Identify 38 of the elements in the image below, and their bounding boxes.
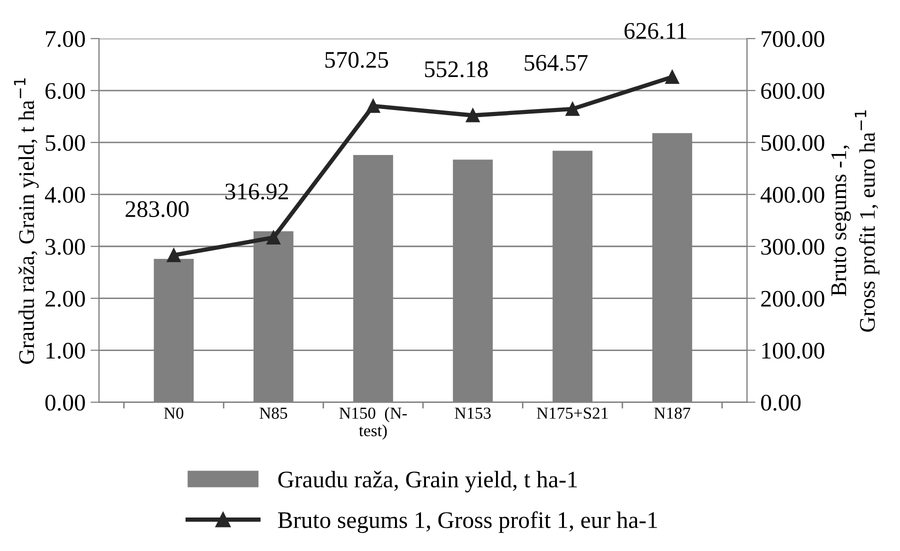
y-tick-label: 5.00 [46, 134, 85, 151]
x-tick-label: N85 [260, 408, 288, 419]
y-tick-label: 6.00 [46, 83, 85, 100]
legend-label: Bruto segums 1, Gross profit 1, eur ha-1 [278, 511, 657, 533]
point [366, 99, 380, 113]
y-tick-label: 2.00 [46, 290, 85, 307]
y2-tick-label: 200.00 [761, 290, 824, 307]
data-label: 552.18 [425, 61, 488, 78]
data-label: 316.92 [225, 184, 288, 200]
x-tick-label: N150 (N- test) [339, 407, 407, 440]
y2-tick-label: 600.00 [761, 83, 824, 100]
data-label: 570.25 [325, 52, 388, 68]
legend-label: Graudu raža, Grain yield, t ha-1 [278, 470, 577, 492]
x-tick-label: N153 [454, 408, 491, 419]
y2-tick-label: 500.00 [762, 134, 824, 151]
y2-tick-label: 400.00 [760, 186, 824, 203]
y2-tick-label: 300.00 [761, 238, 824, 255]
y2-tick-label: 100.00 [762, 342, 824, 359]
x-tick-label: N0 [164, 408, 184, 419]
point [566, 102, 580, 116]
y-tick-label: 1.00 [46, 342, 85, 359]
y2-tick-label: 0.00 [761, 394, 801, 411]
point [266, 230, 280, 245]
data-label: 283.00 [126, 201, 189, 218]
data-label: 564.57 [524, 54, 588, 71]
point [166, 248, 181, 262]
data-label: 626.11 [624, 22, 686, 39]
point [466, 108, 480, 122]
y-tick-label: 3.00 [46, 238, 85, 255]
y2-tick-label: 700.00 [762, 31, 824, 48]
y-tick-label: 0.00 [45, 394, 85, 411]
point [665, 70, 680, 84]
x-tick-label: N175+S21 [536, 408, 608, 419]
y-tick-label: 4.00 [44, 186, 85, 203]
y2-axis-title: Bruto segums -1, Gross profit 1, euro ha$^{−1}$ [831, 110, 880, 332]
x-tick-label: N187 [654, 408, 690, 419]
y-tick-label: 7.00 [46, 31, 85, 48]
y-axis-title: Graudu raža, Grain yield, t ha$^{−1}$ [14, 78, 39, 364]
